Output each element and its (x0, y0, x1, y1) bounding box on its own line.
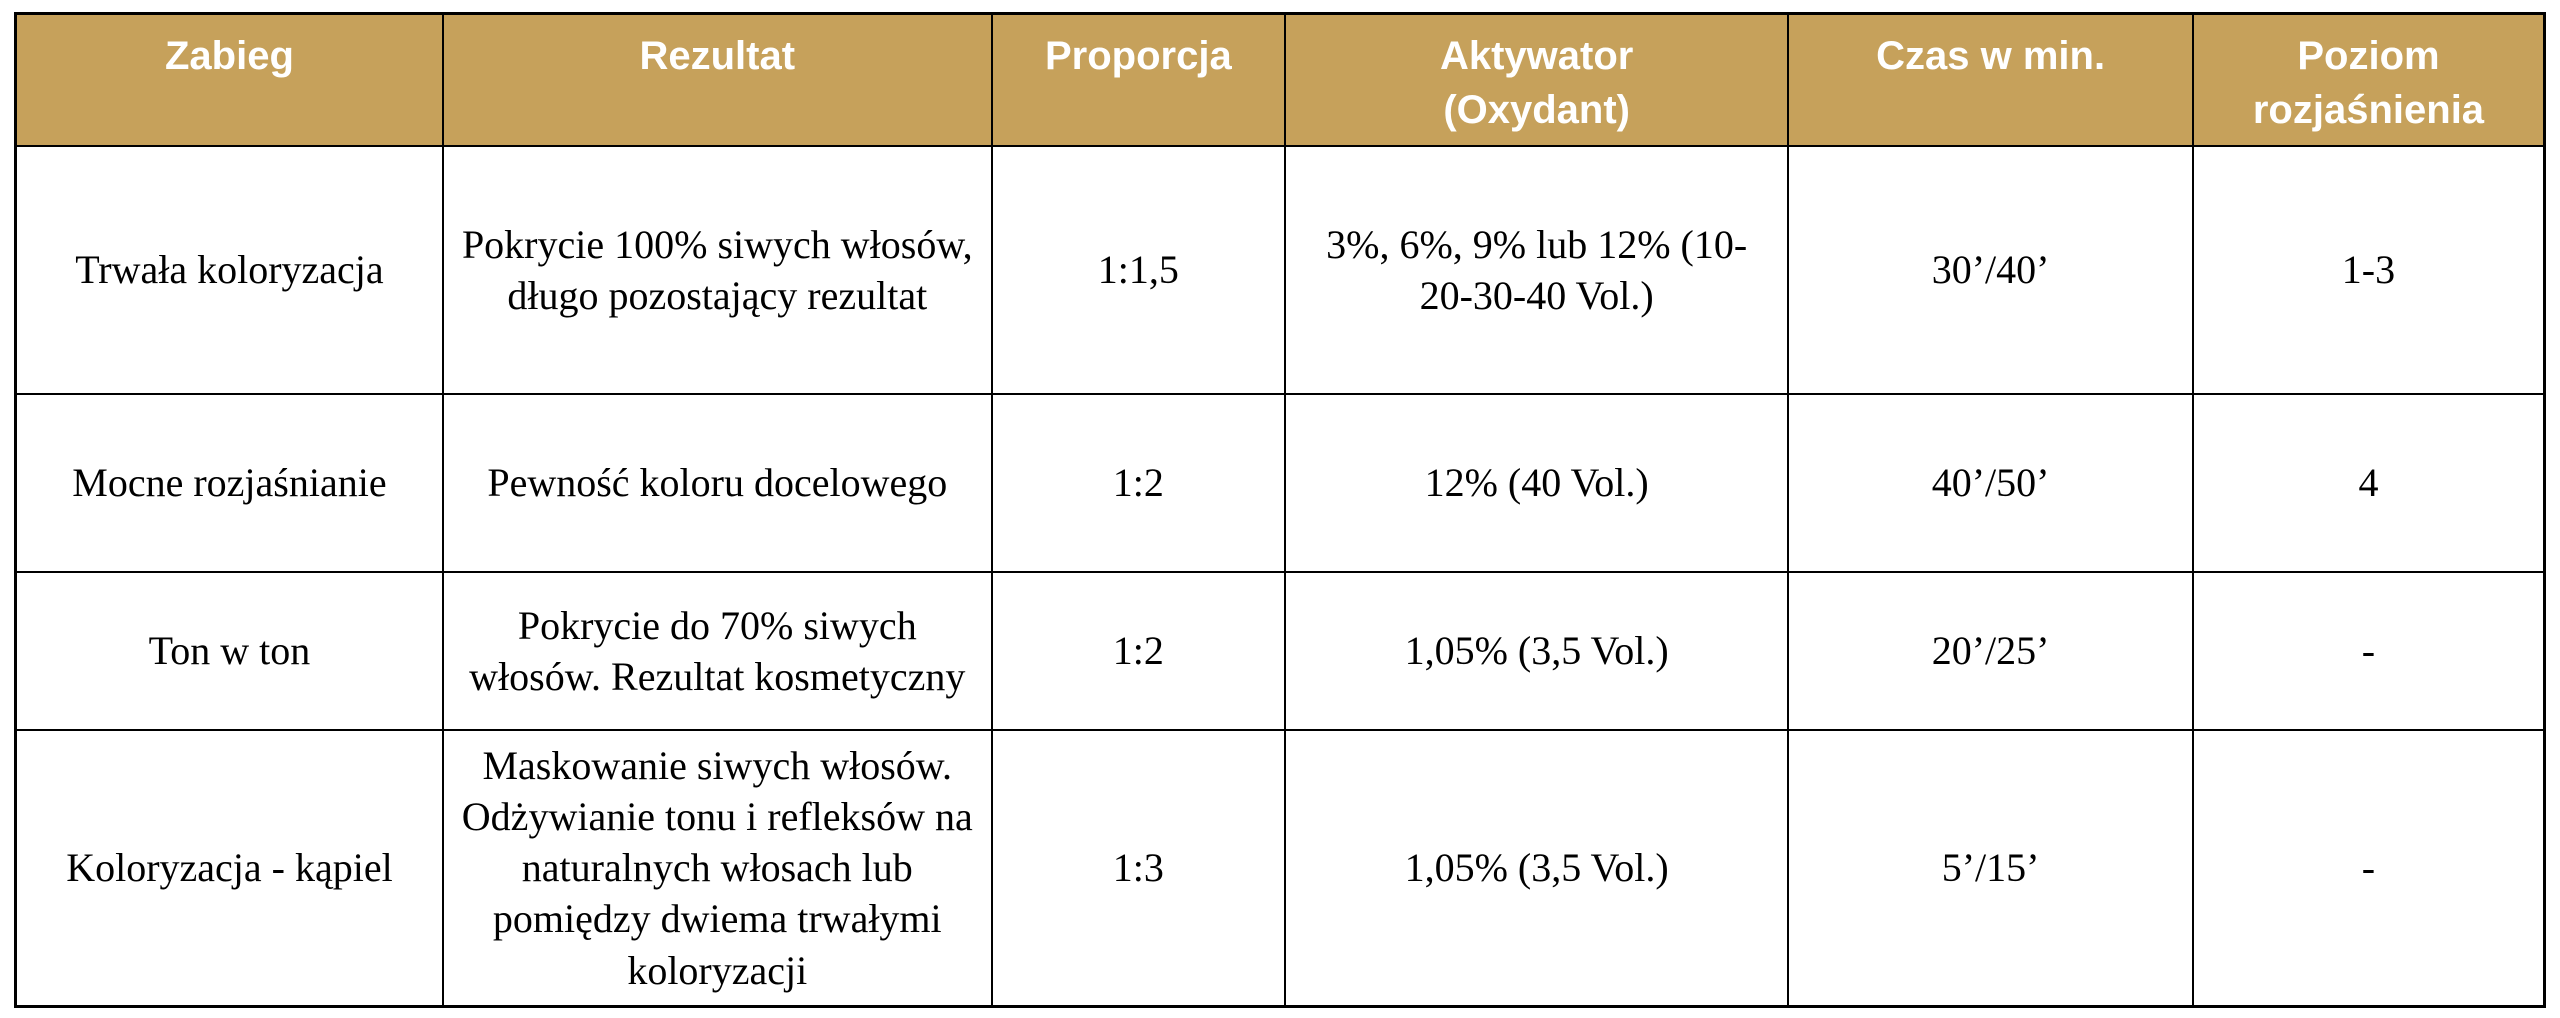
cell-rezultat: Pokrycie do 70% siwych włosów. Rezultat … (441, 571, 993, 731)
cell-czas: 40’/50’ (1787, 393, 2194, 573)
header-label-line2: (Oxydant) (1443, 88, 1630, 132)
header-label-line2: rozjaśnienia (2252, 88, 2485, 132)
cell-text: 1:2 (1112, 628, 1164, 674)
cell-proporcja: 1:2 (990, 393, 1287, 573)
cell-aktywator: 1,05% (3,5 Vol.) (1284, 729, 1790, 1007)
cell-poziom: 4 (2191, 393, 2546, 573)
cell-czas: 30’/40’ (1787, 145, 2194, 395)
cell-czas: 5’/15’ (1787, 729, 2194, 1007)
table-row: Koloryzacja - kąpiel Maskowanie siwych w… (14, 729, 2546, 1007)
cell-proporcja: 1:1,5 (990, 145, 1287, 395)
cell-zabieg: Koloryzacja - kąpiel (14, 729, 444, 1007)
cell-text: 1:1,5 (1097, 247, 1179, 293)
cell-text: 40’/50’ (1931, 460, 2050, 506)
header-cell-czas: Czas w min. (1787, 12, 2194, 147)
cell-proporcja: 1:3 (990, 729, 1287, 1007)
cell-text: 1,05% (3,5 Vol.) (1404, 628, 1669, 674)
cell-text: Pokrycie do 70% siwych włosów. Rezultat … (469, 602, 966, 699)
cell-text: 1,05% (3,5 Vol.) (1404, 845, 1669, 891)
cell-aktywator: 12% (40 Vol.) (1284, 393, 1790, 573)
header-label: Proporcja (1044, 34, 1232, 78)
table-header: Zabieg Rezultat Proporcja Aktywator (Oxy… (14, 12, 2546, 147)
header-cell-zabieg: Zabieg (14, 12, 444, 147)
header-cell-aktywator: Aktywator (Oxydant) (1284, 12, 1790, 147)
cell-rezultat: Pewność koloru docelowego (441, 393, 993, 573)
cell-text: 4 (2358, 460, 2379, 506)
cell-text: 1-3 (2341, 247, 2396, 293)
cell-text: Mocne rozjaśnianie (72, 460, 387, 506)
cell-text: Ton w ton (148, 628, 311, 674)
cell-aktywator: 3%, 6%, 9% lub 12% (10-20-30-40 Vol.) (1284, 145, 1790, 395)
cell-text: 12% (40 Vol.) (1424, 460, 1649, 506)
cell-rezultat: Pokrycie 100% siwych włosów, długo pozos… (441, 145, 993, 395)
table-row: Ton w ton Pokrycie do 70% siwych włosów.… (14, 571, 2546, 731)
header-label: Aktywator (1439, 34, 1634, 78)
cell-czas: 20’/25’ (1787, 571, 2194, 731)
table-row: Trwała koloryzacja Pokrycie 100% siwych … (14, 145, 2546, 395)
header-cell-poziom: Poziom rozjaśnienia (2191, 12, 2546, 147)
cell-text: Pokrycie 100% siwych włosów, długo pozos… (461, 221, 973, 318)
cell-rezultat: Maskowanie siwych włosów. Odżywianie ton… (441, 729, 993, 1007)
header-row: Zabieg Rezultat Proporcja Aktywator (Oxy… (14, 12, 2546, 147)
cell-zabieg: Ton w ton (14, 571, 444, 731)
cell-text: 1:2 (1112, 460, 1164, 506)
header-label: Zabieg (164, 34, 294, 78)
table-row: Mocne rozjaśnianie Pewność koloru docelo… (14, 393, 2546, 573)
cell-aktywator: 1,05% (3,5 Vol.) (1284, 571, 1790, 731)
cell-text: 3%, 6%, 9% lub 12% (10-20-30-40 Vol.) (1326, 221, 1748, 318)
cell-text: - (2361, 628, 2376, 674)
header-cell-proporcja: Proporcja (990, 12, 1287, 147)
header-label: Poziom (2297, 34, 2440, 78)
hair-treatment-table: Zabieg Rezultat Proporcja Aktywator (Oxy… (14, 12, 2546, 1008)
cell-text: 20’/25’ (1931, 628, 2050, 674)
cell-zabieg: Mocne rozjaśnianie (14, 393, 444, 573)
cell-poziom: - (2191, 729, 2546, 1007)
header-label: Czas w min. (1876, 34, 2106, 78)
cell-text: Pewność koloru docelowego (487, 460, 948, 506)
cell-text: - (2361, 845, 2376, 891)
cell-text: 30’/40’ (1931, 247, 2050, 293)
cell-text: 5’/15’ (1941, 845, 2040, 891)
cell-text: Koloryzacja - kąpiel (66, 845, 393, 891)
cell-zabieg: Trwała koloryzacja (14, 145, 444, 395)
cell-text: 1:3 (1112, 845, 1164, 891)
cell-proporcja: 1:2 (990, 571, 1287, 731)
cell-poziom: - (2191, 571, 2546, 731)
cell-text: Trwała koloryzacja (75, 247, 384, 293)
header-cell-rezultat: Rezultat (441, 12, 993, 147)
cell-text: Maskowanie siwych włosów. Odżywianie ton… (461, 742, 973, 993)
header-label: Rezultat (639, 34, 796, 78)
cell-poziom: 1-3 (2191, 145, 2546, 395)
table-body: Trwała koloryzacja Pokrycie 100% siwych … (14, 145, 2546, 1007)
